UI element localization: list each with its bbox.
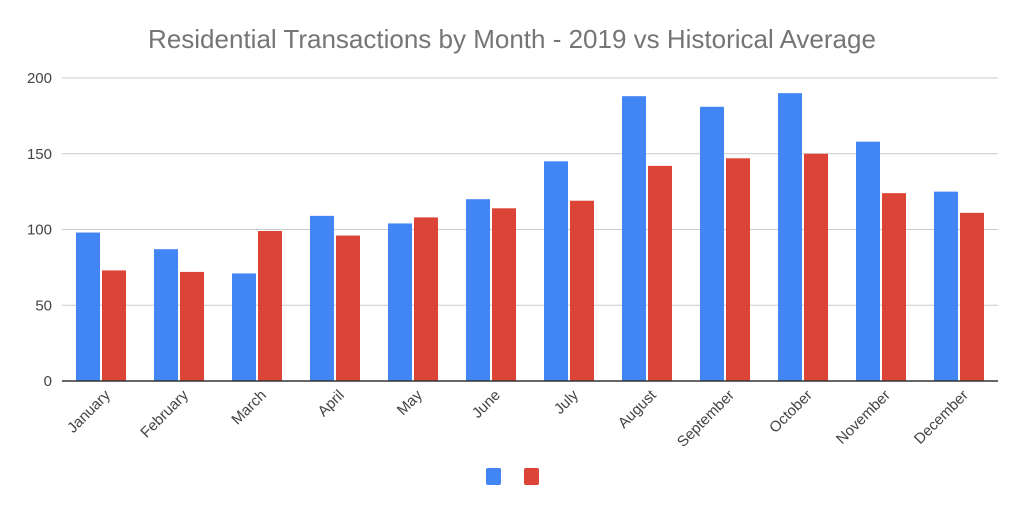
bar-series-1-june (466, 199, 490, 381)
bar-series-1-february (154, 249, 178, 381)
bar-series-2-july (570, 200, 594, 381)
bar-series-1-october (778, 93, 802, 382)
bar-series-1-march (232, 273, 256, 381)
bar-series-2-january (102, 270, 126, 381)
legend (486, 468, 539, 485)
x-axis-ticks: January February March April May June July Augu… (64, 386, 972, 450)
x-tick-label: November (833, 387, 894, 448)
y-tick-label: 100 (27, 222, 52, 239)
bar-series-1-august (622, 96, 646, 382)
x-tick-label: April (315, 387, 348, 420)
bar-series-2-october (804, 153, 828, 381)
x-tick-label: September (674, 387, 738, 451)
x-tick-label: December (911, 387, 972, 448)
bar-series-1-april (310, 215, 334, 381)
y-tick-label: 0 (44, 373, 52, 390)
legend-swatch-series-1 (486, 468, 501, 485)
bar-series-2-september (726, 158, 750, 381)
x-tick-label: January (64, 386, 114, 436)
bar-series-2-december (960, 212, 984, 381)
x-tick-label: July (551, 386, 582, 417)
x-tick-label: June (469, 387, 504, 422)
y-tick-label: 200 (27, 70, 52, 87)
bar-series-1-may (388, 223, 412, 381)
x-tick-label: February (137, 386, 192, 441)
x-tick-label: March (228, 387, 269, 428)
x-tick-label: August (615, 386, 661, 432)
bar-series-2-november (882, 193, 906, 381)
legend-swatch-series-2 (524, 468, 539, 485)
x-tick-label: May (394, 386, 426, 418)
bars (76, 93, 984, 382)
bar-series-1-september (700, 106, 724, 381)
x-tick-label: October (766, 387, 816, 437)
chart-title: Residential Transactions by Month - 2019… (148, 24, 876, 54)
bar-series-1-december (934, 191, 958, 381)
bar-series-2-may (414, 217, 438, 381)
y-tick-label: 50 (35, 297, 52, 314)
bar-series-2-june (492, 208, 516, 381)
y-axis-ticks: 0 50 100 150 200 (27, 70, 52, 390)
bar-series-1-july (544, 161, 568, 381)
bar-series-1-january (76, 232, 100, 381)
bar-series-2-august (648, 165, 672, 381)
bar-series-1-november (856, 141, 880, 381)
gridlines (62, 77, 998, 306)
y-tick-label: 150 (27, 146, 52, 163)
bar-series-2-march (258, 231, 282, 381)
bar-series-2-february (180, 271, 204, 381)
bar-series-2-april (336, 235, 360, 381)
